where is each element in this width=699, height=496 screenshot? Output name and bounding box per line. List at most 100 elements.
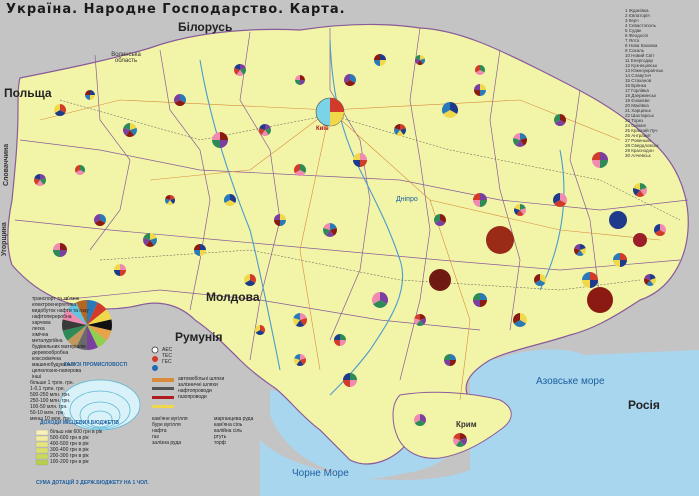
label-poland: Польща xyxy=(4,86,52,100)
industry-pie xyxy=(85,90,95,100)
oblast-borders xyxy=(14,27,689,381)
key-item: 7 Ялта xyxy=(625,38,640,43)
key-item: 26 Антрацит xyxy=(625,133,651,138)
industry-pie xyxy=(654,224,666,237)
key-item: 8 Нова Каховка xyxy=(625,43,658,48)
industry-pie xyxy=(554,114,566,127)
budget-legend-circles xyxy=(59,379,141,431)
industry-legend-title: ГАЛУЗІ ПРОМИСЛОВОСТІ xyxy=(64,362,128,368)
industry-pie xyxy=(414,314,426,326)
industry-pie-segment xyxy=(87,319,112,331)
key-item: 5 Судак xyxy=(625,28,642,33)
industry-pie xyxy=(174,94,187,106)
crimea xyxy=(392,391,512,459)
key-item: 16 Брянка xyxy=(625,83,647,88)
industry-pie xyxy=(94,214,106,226)
industry-pie xyxy=(255,325,266,335)
key-item: 10 Новий Світ xyxy=(625,53,655,58)
label-slovakia: Словаччина xyxy=(3,143,10,186)
pipeline-swatches xyxy=(152,378,174,408)
industry-pie-segment xyxy=(87,325,107,348)
industry-pie xyxy=(294,354,306,366)
industry-pie xyxy=(513,313,527,328)
industry-pie xyxy=(334,334,346,346)
industry-pie xyxy=(553,193,567,208)
industry-pie xyxy=(643,274,656,287)
industry-pie xyxy=(294,164,307,177)
key-item: 15 Стаханов xyxy=(625,78,652,83)
key-item: 12 Кузнецовськ xyxy=(625,63,658,68)
subsidy-legend-item: 300-400 грн в рік xyxy=(50,447,89,453)
budget-legend-item: 500-250 млн. грн. xyxy=(30,392,71,398)
industry-pie xyxy=(53,243,67,257)
industry-pie xyxy=(34,174,46,186)
industry-pie-segment xyxy=(62,309,87,325)
budget-legend-item: менш 10 млн. грн. xyxy=(30,416,72,422)
mineral-legend-item: буре вугілля xyxy=(152,422,181,428)
pipeline-legend-item: автомобільні шляхи xyxy=(178,376,225,382)
industry-legend-item: легка xyxy=(32,326,45,332)
pie-large xyxy=(429,269,451,291)
industry-legend-item: хімічна xyxy=(32,332,49,338)
industry-pie xyxy=(394,124,406,136)
key-item: 9 Сокаль xyxy=(625,48,645,53)
industry-pie xyxy=(165,195,175,205)
industry-legend-item: металургійна xyxy=(32,338,63,344)
pipeline-legend-item: нафтопроводи xyxy=(178,388,212,394)
azov-sea xyxy=(492,349,597,398)
industry-pie xyxy=(473,293,487,307)
industry-legend-item: машинобудування xyxy=(32,362,75,368)
key-item: 1 Жданівка xyxy=(625,8,649,13)
industry-pie xyxy=(233,64,247,77)
energy-legend-item: АЕС xyxy=(162,347,173,353)
key-item: 14 Славутич xyxy=(625,73,652,78)
map-title: Україна. Народне Господарство. Карта. xyxy=(6,2,346,17)
industry-pie xyxy=(372,292,388,308)
industry-pie-segment xyxy=(87,302,107,325)
key-item: 2 Євпаторія xyxy=(625,13,650,18)
industry-pie xyxy=(123,123,137,137)
key-item: 11 Енергодар xyxy=(625,58,653,63)
industry-pie-segment xyxy=(87,300,98,325)
industry-pie-segment xyxy=(62,325,87,341)
subsidy-swatches xyxy=(35,429,49,466)
industry-pie-segment xyxy=(76,300,87,325)
mineral-legend-item: газ xyxy=(152,434,159,440)
industry-pie xyxy=(114,264,126,276)
subsidy-legend-item: 100-200 грн в рік xyxy=(50,459,89,465)
mineral-legend-item: нафта xyxy=(152,428,167,434)
industry-pie xyxy=(574,244,586,257)
roads xyxy=(39,99,661,401)
label-romania: Румунія xyxy=(175,330,223,344)
subsidy-legend: більш ніж 600 грн в рік 500-600 грн в рік… xyxy=(50,429,150,465)
industry-pie-segment xyxy=(67,325,87,348)
industry-pie xyxy=(54,104,66,116)
industry-pie-segment xyxy=(87,325,112,341)
key-item: 29 Краснодон xyxy=(625,148,654,153)
industry-pie xyxy=(633,183,647,198)
industry-pie xyxy=(414,55,425,65)
key-item: 19 Єнакієве xyxy=(625,98,650,103)
pipeline-legend-item: газопроводи xyxy=(178,394,207,400)
pipeline-legend-item: залізничні шляхи xyxy=(178,382,218,388)
mineral-legend-item: кам'яне вугілля xyxy=(152,416,188,422)
label-moldova: Молдова xyxy=(206,290,260,304)
industry-pie xyxy=(414,414,426,427)
budget-legend: більше 1 трлн. грн. 1-0,1 трлн. грн. 500-2… xyxy=(30,380,90,422)
mineral-legend-item: кам'яна сіль xyxy=(214,422,243,428)
key-item: 25 Красний Луч xyxy=(625,128,658,133)
industry-pie-symbols xyxy=(34,54,666,448)
mineral-legend-item: марганцева руда xyxy=(214,416,254,422)
key-item: 6 Феодосія xyxy=(625,33,648,38)
subsidy-swatch xyxy=(35,447,49,454)
rivers xyxy=(199,39,565,396)
industry-pie-segment xyxy=(87,309,112,325)
key-item: 4 Севастополь xyxy=(625,23,656,28)
industry-pie xyxy=(143,233,157,248)
industry-pie xyxy=(212,132,228,148)
pipeline-legend: автомобільні шляхи залізничні шляхи нафтоп… xyxy=(178,376,238,400)
industry-pie xyxy=(582,272,598,288)
industry-legend-item: целюлозно-паперова xyxy=(32,368,82,374)
label-azov-sea: Азовське море xyxy=(536,376,605,387)
